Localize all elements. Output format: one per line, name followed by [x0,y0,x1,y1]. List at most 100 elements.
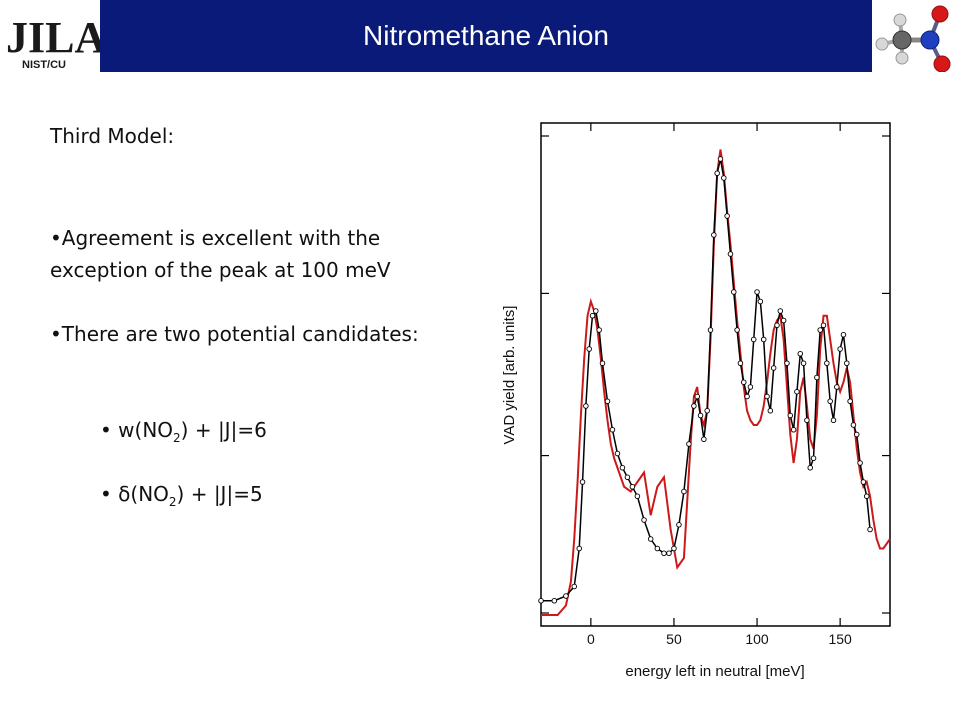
series-line-experiment [541,158,871,602]
experiment-point [747,384,754,390]
experiment-point [731,289,737,295]
experiment-point [563,593,569,599]
experiment-point [741,379,747,386]
experiment-point [551,598,558,604]
candidate-bending-suffix: ) + |J|=5 [176,482,263,506]
bullet-agreement: •Agreement is excellent with the excepti… [50,226,391,282]
experiment-point [780,317,787,324]
experiment-point [711,232,717,238]
experiment-point [830,417,837,424]
experiment-point [837,346,843,352]
experiment-point [804,417,810,424]
tick-group: 0 50 100 150 [541,123,890,647]
experiment-point [593,308,599,314]
experiment-point [697,412,704,419]
experiment-point [737,360,744,367]
x-tick-label: 50 [666,631,682,647]
experiment-point [824,360,830,367]
experiment-point [774,322,780,328]
bullet-candidates: •There are two potential candidates: [50,322,419,346]
candidate-bending: • δ(NO2) + |J|=5 [100,478,263,518]
experiment-point [714,170,720,176]
experiment-point [717,156,724,162]
experiment-point [724,213,730,219]
experiment-point [681,488,687,495]
experiment-point [744,393,750,400]
experiment-point [800,360,807,367]
candidate-wagging-suffix: ) + |J|=6 [180,418,267,442]
experiment-point [750,336,757,343]
experiment-point [770,365,777,371]
experiment-point [797,350,804,357]
experiment-point [754,289,760,295]
experiment-point [863,493,870,500]
experiment-point [764,393,770,400]
experiment-point [701,436,707,443]
experiment-point [571,583,577,590]
logo-text: JILA [6,13,100,62]
jila-logo: JILA NIST/CU [0,0,100,72]
experiment-point [691,403,697,409]
experiment-point [847,398,853,405]
experiment-point [857,460,863,466]
experiment-point [666,550,672,557]
experiment-point [641,517,647,523]
experiment-point [676,522,682,528]
experiment-point [734,327,740,333]
candidate-bending-prefix: • δ(NO [100,482,169,506]
experiment-point [614,450,621,457]
experiment-point [867,526,873,533]
experiment-point [820,322,827,328]
experiment-point [661,550,667,557]
candidate-wagging-prefix: • w(NO [100,418,174,442]
x-tick-label: 150 [828,631,852,647]
experiment-point [538,598,544,604]
experiment-point [694,393,700,400]
nitromethane-molecule-icon [872,0,960,72]
experiment-point [589,312,596,319]
experiment-point [850,422,857,428]
experiment-point [844,360,850,367]
x-axis-title: energy left in neutral [meV] [625,663,804,680]
experiment-point [727,251,734,257]
experiment-point [817,327,823,333]
experiment-point [767,408,774,414]
experiment-point [704,408,710,414]
experiment-point [579,479,586,485]
experiment-point [777,308,784,314]
vad-yield-chart: 0 50 100 150 energy left in neutral [meV] V… [501,122,891,680]
experiment-point [619,465,626,471]
experiment-point [790,427,797,433]
experiment-point [760,336,767,343]
title-bar: Nitromethane Anion [100,0,872,72]
experiment-point [721,175,727,181]
experiment-point [787,412,794,419]
experiment-point [604,398,611,405]
experiment-point [654,545,661,552]
experiment-point [707,327,714,333]
experiment-point [609,427,616,433]
model-heading: Third Model: [50,124,175,148]
experiment-point [599,360,606,367]
experiment-point [624,474,631,481]
candidate-wagging: • w(NO2) + |J|=6 [100,414,267,454]
experiment-point [576,545,582,552]
experiment-point [814,374,820,381]
page-title: Nitromethane Anion [363,20,609,51]
series-layer [538,149,891,616]
experiment-point [671,545,677,552]
experiment-point [596,327,602,333]
experiment-point [647,536,654,542]
experiment-point [586,346,592,352]
experiment-point [757,298,764,305]
experiment-point [840,331,847,338]
experiment-point [807,465,813,471]
x-tick-label: 100 [745,631,769,647]
experiment-point [860,479,867,485]
logo-subtext: NIST/CU [22,59,66,71]
experiment-point [583,403,589,409]
experiment-point [686,441,692,447]
candidate-bending-subscript: 2 [168,495,177,509]
experiment-point [784,360,790,367]
y-axis-title: VAD yield [arb. units] [501,306,518,445]
